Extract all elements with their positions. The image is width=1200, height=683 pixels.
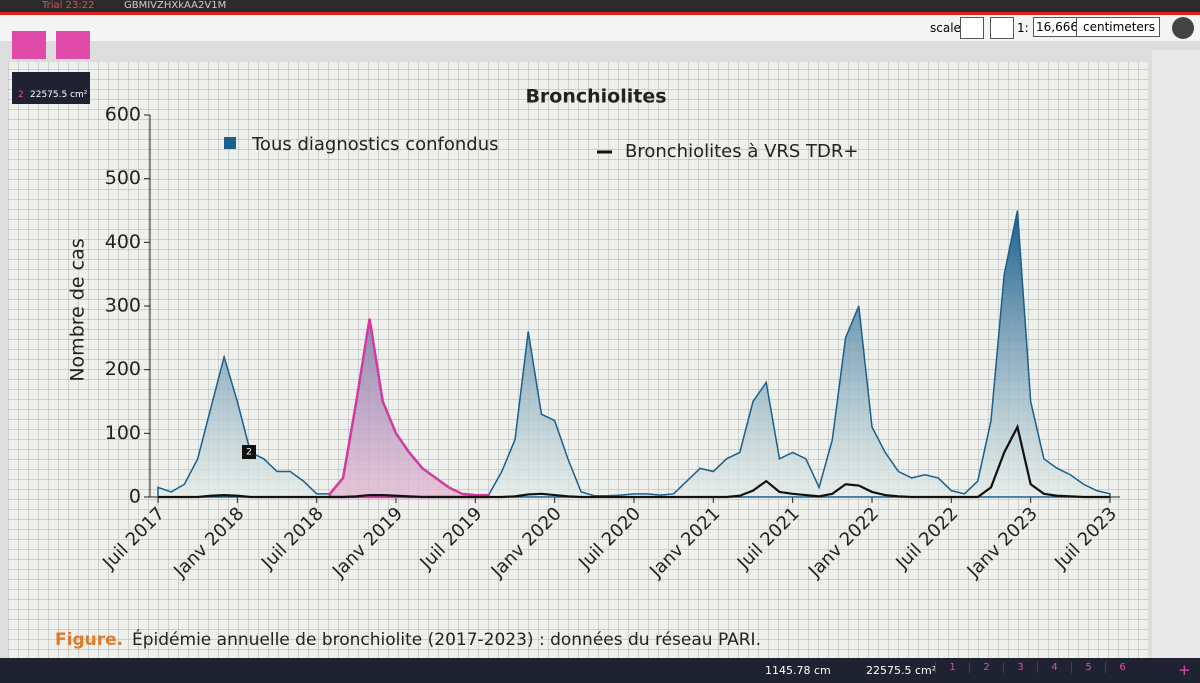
status-length: 1145.78 cm	[765, 664, 831, 677]
settings-button[interactable]	[1172, 17, 1194, 39]
y-tick-label: 400	[105, 231, 141, 253]
scale-down[interactable]	[990, 17, 1014, 39]
file-name: GBMIVZHXkAA2V1M	[124, 0, 227, 11]
tab[interactable]: 6	[1105, 662, 1139, 673]
x-tick-label: Janv 2022	[804, 503, 883, 582]
scale-prefix: 1:	[1017, 21, 1029, 35]
tab[interactable]: 3	[1003, 662, 1037, 673]
measurement-polygon	[328, 318, 490, 499]
tab[interactable]: 5	[1071, 662, 1105, 673]
caption-text: Épidémie annuelle de bronchiolite (2017-…	[132, 628, 761, 650]
x-tick-label: Juil 2018	[257, 503, 328, 574]
unit-select[interactable]: centimeters	[1076, 17, 1160, 37]
grid-button[interactable]	[56, 31, 90, 59]
y-tick-label: 0	[129, 486, 141, 508]
area	[157, 210, 1111, 498]
chart-title: Bronchiolites	[525, 86, 666, 108]
measure-panel: 2 22575.5 cm²	[12, 72, 90, 104]
tab[interactable]: 1	[935, 662, 969, 673]
status-area: 22575.5 cm²	[866, 664, 937, 677]
x-tick-label: Janv 2021	[645, 503, 724, 582]
marker-label: 2	[246, 448, 252, 458]
y-tick-label: 200	[105, 358, 141, 380]
x-tick-label: Janv 2020	[487, 503, 566, 582]
x-tick-label: Juil 2017	[98, 503, 169, 574]
y-tick-label: 100	[105, 422, 141, 444]
legend-label: Bronchiolites à VRS TDR+	[625, 141, 859, 162]
panel-area: 22575.5 cm²	[30, 90, 88, 100]
right-toolbar	[1152, 50, 1200, 658]
y-axis-label: Nombre de cas	[67, 238, 89, 381]
x-tick-label: Janv 2018	[169, 503, 248, 582]
x-tick-label: Juil 2023	[1050, 503, 1121, 574]
tab[interactable]: 2	[969, 662, 1003, 673]
y-tick-label: 300	[105, 295, 141, 317]
panel-item: 2	[18, 90, 24, 100]
y-tick-label: 600	[105, 104, 141, 126]
trial: Trial 23:22	[42, 0, 95, 11]
scale-label: scale	[930, 21, 961, 35]
scale-up[interactable]	[960, 17, 984, 39]
add-tab[interactable]: +	[1178, 661, 1191, 679]
y-tick-label: 500	[105, 167, 141, 189]
title-bar: Trial 23:22 GBMIVZHXkAA2V1M	[0, 0, 1200, 15]
legend-swatch	[224, 137, 236, 149]
x-tick-label: Juil 2022	[892, 503, 963, 574]
line	[158, 423, 1110, 499]
legend-label: Tous diagnostics confondus	[251, 134, 498, 155]
canvas	[8, 62, 1148, 660]
toolbar: scale 1: 16,666 centimeters	[0, 15, 1200, 59]
x-tick-label: Janv 2019	[328, 503, 407, 582]
tab[interactable]: 4	[1037, 662, 1071, 673]
caption-label: Figure.	[55, 630, 123, 650]
marker-box	[242, 445, 256, 459]
x-tick-label: Juil 2019	[416, 503, 487, 574]
image-button[interactable]	[12, 31, 46, 59]
x-tick-label: Juil 2020	[574, 503, 645, 574]
x-tick-label: Janv 2023	[963, 503, 1042, 582]
x-tick-label: Juil 2021	[733, 503, 804, 574]
